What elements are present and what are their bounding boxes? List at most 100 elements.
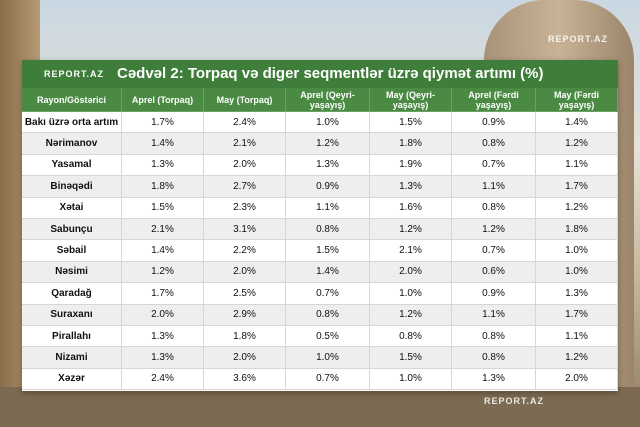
table-cell: 1.3% [536, 283, 618, 305]
table-cell: 1.4% [122, 240, 204, 262]
table-cell: 2.4% [122, 368, 204, 391]
row-label: Nəsimi [22, 261, 122, 284]
column-header: May (Fərdi yaşayış) [536, 88, 618, 112]
table-cell: 2.9% [204, 304, 286, 326]
title: Cədvəl 2: Torpaq və diger seqmentlər üzr… [117, 65, 544, 82]
table-cell: 1.9% [370, 154, 452, 177]
table-cell: 1.2% [536, 347, 618, 369]
table-cell: 1.3% [122, 347, 204, 369]
row-label: Səbail [22, 240, 122, 262]
row-label: Qaradağ [22, 283, 122, 305]
table-cell: 3.6% [204, 368, 286, 391]
table-cell: 1.2% [536, 133, 618, 155]
row-label: Bakı üzrə orta artım [22, 112, 122, 134]
table-cell: 1.3% [122, 326, 204, 348]
row-label: Xətai [22, 197, 122, 219]
table-cell: 2.0% [122, 304, 204, 326]
table-cell: 1.5% [370, 112, 452, 134]
table-cell: 2.4% [204, 112, 286, 134]
table-cell: 1.7% [122, 112, 204, 134]
table-cell: 1.5% [286, 240, 370, 262]
table-cell: 0.8% [452, 347, 536, 369]
row-label: Pirallahı [22, 326, 122, 348]
table-cell: 1.7% [122, 283, 204, 305]
table-cell: 0.9% [452, 283, 536, 305]
table-cell: 2.0% [370, 261, 452, 284]
table-cell: 1.7% [536, 304, 618, 326]
row-label: Nərimanov [22, 133, 122, 155]
table-cell: 0.5% [286, 326, 370, 348]
table-cell: 1.3% [286, 154, 370, 177]
row-label: Sabunçu [22, 219, 122, 241]
table-cell: 0.9% [286, 176, 370, 198]
table-cell: 1.1% [536, 326, 618, 348]
table-cell: 1.6% [370, 197, 452, 219]
table-cell: 0.8% [286, 219, 370, 241]
watermark: REPORT.AZ [548, 34, 609, 44]
table-cell: 1.4% [286, 261, 370, 284]
table-cell: 2.1% [370, 240, 452, 262]
column-header: Aprel (Torpaq) [122, 88, 204, 112]
table-cell: 0.8% [370, 326, 452, 348]
table-cell: 1.1% [452, 304, 536, 326]
table-cell: 1.7% [536, 176, 618, 198]
table-cell: 1.2% [370, 219, 452, 241]
row-label: Yasamal [22, 154, 122, 177]
table-cell: 1.0% [286, 112, 370, 134]
table-cell: 3.1% [204, 219, 286, 241]
table-cell: 0.7% [286, 368, 370, 391]
column-header: Rayon/Göstərici [22, 88, 122, 112]
table-cell: 0.8% [286, 304, 370, 326]
table-cell: 0.8% [452, 197, 536, 219]
table-cell: 1.8% [122, 176, 204, 198]
background-ground [0, 387, 640, 427]
table-cell: 1.8% [204, 326, 286, 348]
table-cell: 1.0% [536, 240, 618, 262]
table-cell: 1.2% [536, 197, 618, 219]
table-cell: 2.5% [204, 283, 286, 305]
row-label: Xəzər [22, 368, 122, 391]
table-cell: 2.2% [204, 240, 286, 262]
column-header: Aprel (Fərdi yaşayış) [452, 88, 536, 112]
table-panel: REPORT.AZ Cədvəl 2: Torpaq və diger seqm… [22, 60, 618, 391]
table-cell: 1.2% [286, 133, 370, 155]
table-cell: 2.1% [204, 133, 286, 155]
table-cell: 2.3% [204, 197, 286, 219]
table-cell: 2.1% [122, 219, 204, 241]
row-label: Binəqədi [22, 176, 122, 198]
table-cell: 2.0% [204, 154, 286, 177]
table-cell: 2.0% [204, 347, 286, 369]
table-cell: 2.0% [204, 261, 286, 284]
table-cell: 1.3% [370, 176, 452, 198]
watermark: REPORT.AZ [484, 396, 545, 406]
table-cell: 1.8% [536, 219, 618, 241]
table-cell: 1.0% [286, 347, 370, 369]
table-cell: 0.7% [452, 240, 536, 262]
table-cell: 1.2% [452, 219, 536, 241]
table-cell: 1.0% [370, 283, 452, 305]
table-cell: 1.1% [536, 154, 618, 177]
column-header: Aprel (Qeyri-yaşayış) [286, 88, 370, 112]
table-cell: 0.7% [286, 283, 370, 305]
table-cell: 0.6% [452, 261, 536, 284]
table-cell: 1.3% [452, 368, 536, 391]
title-bar: REPORT.AZ Cədvəl 2: Torpaq və diger seqm… [22, 60, 618, 88]
table-cell: 2.0% [536, 368, 618, 391]
table-cell: 1.4% [122, 133, 204, 155]
table-cell: 1.0% [536, 261, 618, 284]
table-cell: 1.0% [370, 368, 452, 391]
table-cell: 1.3% [122, 154, 204, 177]
table-cell: 1.4% [536, 112, 618, 134]
table-cell: 1.5% [122, 197, 204, 219]
table-cell: 1.2% [122, 261, 204, 284]
table-cell: 1.8% [370, 133, 452, 155]
table-cell: 0.9% [452, 112, 536, 134]
row-label: Nizami [22, 347, 122, 369]
table-cell: 0.8% [452, 133, 536, 155]
logo: REPORT.AZ [44, 69, 105, 79]
table-cell: 1.1% [452, 176, 536, 198]
column-header: May (Torpaq) [204, 88, 286, 112]
column-header: May (Qeyri-yaşayış) [370, 88, 452, 112]
table-cell: 1.5% [370, 347, 452, 369]
